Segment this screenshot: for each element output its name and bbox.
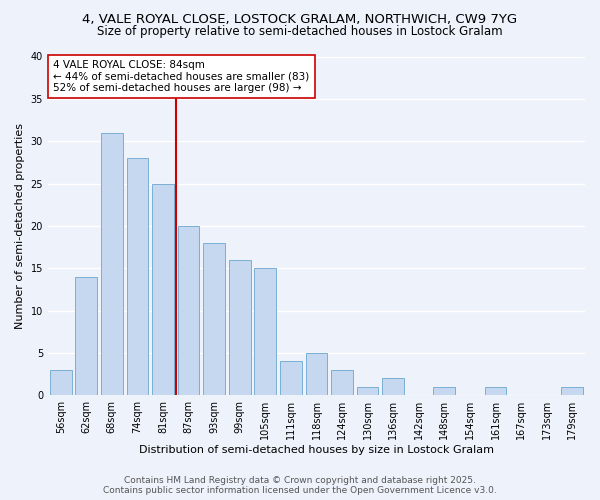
Bar — [485, 387, 506, 396]
Text: 4, VALE ROYAL CLOSE, LOSTOCK GRALAM, NORTHWICH, CW9 7YG: 4, VALE ROYAL CLOSE, LOSTOCK GRALAM, NOR… — [82, 12, 518, 26]
Text: 4 VALE ROYAL CLOSE: 84sqm
← 44% of semi-detached houses are smaller (83)
52% of : 4 VALE ROYAL CLOSE: 84sqm ← 44% of semi-… — [53, 60, 310, 93]
Bar — [101, 132, 123, 396]
Bar — [152, 184, 174, 396]
Y-axis label: Number of semi-detached properties: Number of semi-detached properties — [15, 123, 25, 329]
Bar — [50, 370, 71, 396]
Bar — [178, 226, 199, 396]
Bar — [127, 158, 148, 396]
X-axis label: Distribution of semi-detached houses by size in Lostock Gralam: Distribution of semi-detached houses by … — [139, 445, 494, 455]
Bar — [229, 260, 251, 396]
Bar — [331, 370, 353, 396]
Bar — [433, 387, 455, 396]
Bar — [305, 353, 328, 396]
Bar — [76, 276, 97, 396]
Text: Size of property relative to semi-detached houses in Lostock Gralam: Size of property relative to semi-detach… — [97, 25, 503, 38]
Bar — [203, 243, 225, 396]
Bar — [562, 387, 583, 396]
Bar — [357, 387, 379, 396]
Bar — [280, 362, 302, 396]
Bar — [382, 378, 404, 396]
Bar — [254, 268, 276, 396]
Text: Contains HM Land Registry data © Crown copyright and database right 2025.
Contai: Contains HM Land Registry data © Crown c… — [103, 476, 497, 495]
